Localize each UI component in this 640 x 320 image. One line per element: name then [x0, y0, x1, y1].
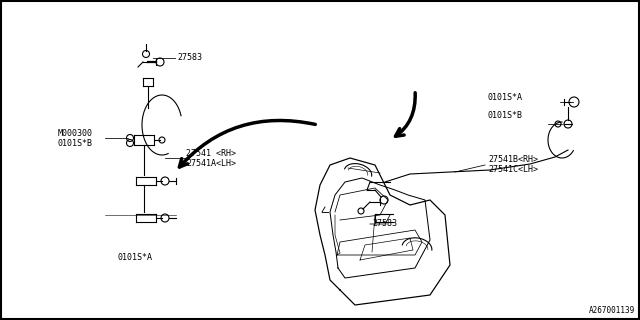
Text: 27583: 27583 — [372, 220, 397, 228]
Text: 27583: 27583 — [177, 53, 202, 62]
Text: 27541 <RH>: 27541 <RH> — [186, 149, 236, 158]
Text: 27541A<LH>: 27541A<LH> — [186, 158, 236, 167]
Text: A267001139: A267001139 — [589, 306, 635, 315]
Text: M000300: M000300 — [58, 130, 93, 139]
Text: 27541B<RH>: 27541B<RH> — [488, 156, 538, 164]
Text: 0101S*A: 0101S*A — [488, 93, 523, 102]
Text: 0101S*B: 0101S*B — [488, 110, 523, 119]
Text: 0101S*B: 0101S*B — [58, 139, 93, 148]
Text: 27541C<LH>: 27541C<LH> — [488, 164, 538, 173]
Text: 0101S*A: 0101S*A — [118, 252, 153, 261]
